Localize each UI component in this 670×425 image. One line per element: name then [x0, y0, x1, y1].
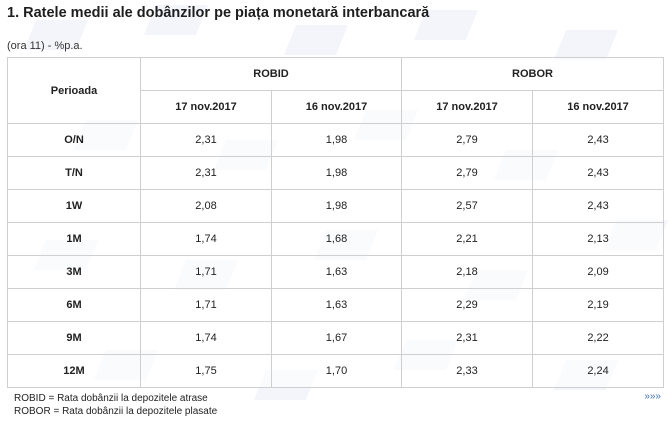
rate-cell: 2,31: [140, 156, 272, 190]
rate-cell: 1,68: [270, 222, 403, 256]
rate-cell: 1,63: [270, 255, 403, 289]
period-cell: T/N: [7, 156, 141, 190]
rate-cell: 2,19: [532, 288, 665, 322]
rate-cell: 1,70: [270, 354, 403, 388]
date-header: 17 nov.2017: [140, 90, 272, 124]
rate-cell: 1,98: [270, 189, 403, 223]
rate-cell: 2,18: [401, 255, 534, 289]
rate-cell: 2,79: [401, 156, 534, 190]
table-row: 6M 1,71 1,63 2,29 2,19: [7, 288, 665, 322]
page-title: 1. Ratele medii ale dobânzilor pe piața …: [7, 5, 430, 21]
table-row: T/N 2,31 1,98 2,79 2,43: [7, 156, 665, 190]
robor-header: ROBOR: [401, 57, 665, 91]
rate-cell: 2,43: [532, 123, 665, 157]
rate-cell: 2,22: [532, 321, 665, 355]
table-row: 3M 1,71 1,63 2,18 2,09: [7, 255, 665, 289]
footnote-robor: ROBOR = Rata dobânzii la depozitele plas…: [14, 406, 218, 417]
rate-cell: 1,98: [270, 123, 403, 157]
rate-cell: 2,29: [401, 288, 534, 322]
table-body: O/N 2,31 1,98 2,79 2,43 T/N 2,31 1,98 2,79 2,43 1W…: [7, 123, 665, 388]
unit-note: (ora 11) - %p.a.: [7, 40, 83, 52]
table-row: O/N 2,31 1,98 2,79 2,43: [7, 123, 665, 157]
table-row: 1M 1,74 1,68 2,21 2,13: [7, 222, 665, 256]
rate-cell: 1,74: [140, 321, 272, 355]
rate-cell: 1,71: [140, 288, 272, 322]
table-row: 12M 1,75 1,70 2,33 2,24: [7, 354, 665, 388]
rate-cell: 1,67: [270, 321, 403, 355]
rate-cell: 1,75: [140, 354, 272, 388]
date-header: 16 nov.2017: [532, 90, 665, 124]
rate-cell: 2,31: [140, 123, 272, 157]
rate-cell: 2,31: [401, 321, 534, 355]
rate-cell: 2,08: [140, 189, 272, 223]
robid-header: ROBID: [139, 57, 403, 91]
rate-cell: 1,74: [140, 222, 272, 256]
period-header: Perioada: [7, 57, 141, 124]
rate-cell: 2,57: [401, 189, 534, 223]
period-cell: 1W: [7, 189, 141, 223]
rate-cell: 1,71: [140, 255, 272, 289]
rate-cell: 1,98: [270, 156, 403, 190]
footnotes: ROBID = Rata dobânzii la depozitele atra…: [14, 392, 217, 418]
rate-cell: 2,43: [532, 156, 665, 190]
table-row: 9M 1,74 1,67 2,31 2,22: [7, 321, 665, 355]
footnote-robid: ROBID = Rata dobânzii la depozitele atra…: [14, 393, 208, 404]
rate-cell: 2,33: [401, 354, 534, 388]
rate-cell: 2,09: [532, 255, 665, 289]
period-cell: 1M: [7, 222, 141, 256]
rate-cell: 2,24: [532, 354, 665, 388]
more-link[interactable]: »»»: [644, 391, 661, 402]
period-cell: 12M: [7, 354, 141, 388]
date-header: 16 nov.2017: [270, 90, 403, 124]
period-cell: O/N: [7, 123, 141, 157]
period-cell: 9M: [7, 321, 141, 355]
period-cell: 6M: [7, 288, 141, 322]
rate-cell: 2,13: [532, 222, 665, 256]
rate-cell: 2,79: [401, 123, 534, 157]
interest-rates-table: Perioada ROBID ROBOR 17 nov.2017 16 nov.…: [7, 57, 665, 388]
date-header: 17 nov.2017: [401, 90, 534, 124]
rate-cell: 1,63: [270, 288, 403, 322]
period-cell: 3M: [7, 255, 141, 289]
rate-cell: 2,21: [401, 222, 534, 256]
table-row: 1W 2,08 1,98 2,57 2,43: [7, 189, 665, 223]
rate-cell: 2,43: [532, 189, 665, 223]
